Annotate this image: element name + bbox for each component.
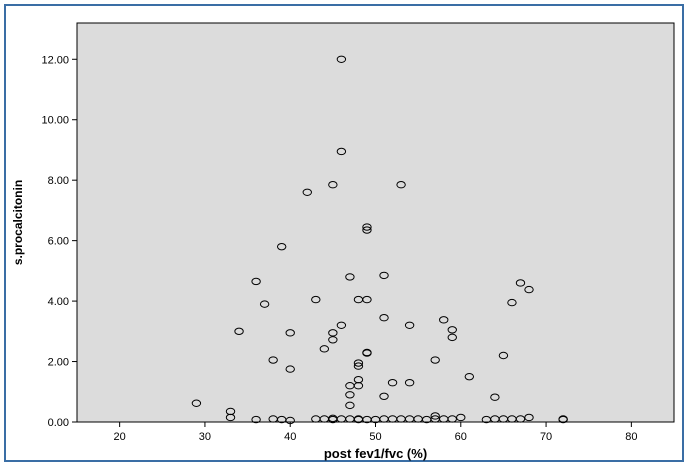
data-point	[345, 401, 355, 410]
data-point	[191, 399, 202, 407]
data-point	[430, 356, 440, 364]
data-point	[251, 277, 261, 286]
data-point	[456, 413, 466, 422]
data-point	[498, 351, 509, 360]
x-tick-label: 80	[625, 431, 637, 443]
data-point	[362, 349, 372, 357]
data-point	[345, 273, 355, 281]
data-point	[507, 298, 517, 307]
data-point	[464, 372, 475, 381]
data-point	[379, 271, 389, 280]
data-point	[524, 285, 534, 294]
data-point	[336, 147, 347, 156]
y-tick-label: 8.00	[48, 175, 69, 187]
y-tick-label: 2.00	[48, 357, 69, 369]
data-point	[439, 316, 449, 324]
data-point	[362, 226, 372, 234]
data-points	[191, 55, 568, 425]
y-tick-label: 12.00	[41, 54, 69, 66]
data-point	[379, 314, 389, 322]
data-point	[336, 55, 347, 63]
x-axis-title: post fev1/fvc (%)	[324, 446, 427, 461]
data-point	[490, 393, 500, 401]
data-point	[319, 345, 330, 353]
data-point	[328, 336, 338, 344]
data-point	[353, 362, 364, 370]
data-point	[447, 326, 457, 334]
data-point	[328, 329, 338, 337]
x-tick-label: 20	[114, 431, 126, 443]
x-tick-label: 30	[199, 431, 211, 443]
data-point	[268, 356, 278, 364]
data-point	[404, 379, 415, 387]
data-point	[336, 321, 347, 329]
data-point	[353, 382, 364, 390]
data-point	[396, 181, 406, 189]
data-point	[276, 242, 287, 251]
plot-area	[76, 22, 675, 423]
data-point	[430, 412, 440, 420]
data-point	[524, 413, 534, 422]
data-point	[259, 300, 270, 308]
data-point	[362, 295, 372, 304]
data-point	[285, 416, 295, 425]
data-point	[311, 295, 321, 304]
x-tick-label: 60	[455, 431, 467, 443]
data-point	[353, 359, 364, 367]
data-point	[251, 415, 261, 424]
y-tick-label: 6.00	[48, 236, 69, 248]
data-point	[328, 181, 338, 189]
y-tick-label: 4.00	[48, 296, 69, 308]
x-tick-label: 50	[369, 431, 381, 443]
data-point	[447, 415, 457, 423]
data-point	[387, 379, 398, 387]
y-axis-title: s.procalcitonin	[11, 180, 25, 265]
y-axis: 0.00 2.00 4.00 6.00 8.00 10.00 12.00	[41, 54, 77, 429]
data-point	[285, 329, 295, 337]
x-tick-label: 70	[540, 431, 552, 443]
data-point	[285, 365, 295, 373]
data-point	[225, 413, 236, 422]
data-point	[515, 279, 526, 287]
x-axis: 20 30 40 50 60 70 80	[114, 422, 637, 443]
data-point	[558, 415, 568, 424]
data-point	[234, 327, 244, 336]
data-point	[404, 321, 415, 329]
data-point	[515, 415, 526, 423]
y-tick-label: 10.00	[41, 115, 69, 127]
data-point	[345, 391, 355, 399]
x-tick-label: 40	[284, 431, 296, 443]
data-point	[379, 392, 389, 401]
y-tick-label: 0.00	[48, 417, 69, 429]
data-point	[362, 223, 372, 231]
data-point	[302, 188, 312, 196]
data-point	[447, 333, 457, 342]
